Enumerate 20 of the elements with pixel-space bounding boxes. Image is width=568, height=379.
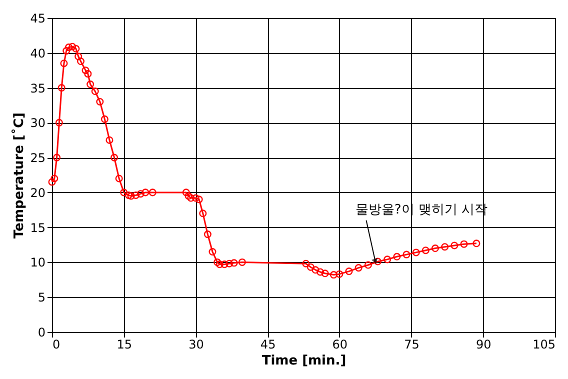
y-axis-title: Temperature [˚C]	[11, 112, 28, 238]
y-tick-label: 20	[30, 186, 46, 200]
y-tick-label: 5	[38, 290, 46, 305]
x-tick-label: 90	[476, 338, 492, 352]
y-tick-label: 35	[30, 81, 46, 96]
y-tick-label: 45	[30, 12, 46, 26]
y-tick-label: 40	[30, 46, 46, 60]
x-tick-label: 105	[532, 338, 556, 352]
x-tick-label: 15	[116, 338, 132, 352]
y-tick-label: 25	[30, 151, 46, 166]
y-tick-label: 10	[30, 256, 46, 270]
y-tick-label: 30	[30, 116, 46, 130]
x-tick-label: 60	[332, 338, 348, 352]
x-tick-label: 30	[188, 338, 204, 352]
x-tick-label: 0	[52, 338, 60, 352]
x-axis-title: Time [min.]	[262, 354, 346, 368]
x-tick-label: 75	[404, 338, 420, 352]
y-tick-label: 15	[30, 220, 46, 235]
y-tick-label: 0	[38, 326, 46, 340]
x-tick-label: 45	[260, 338, 276, 352]
